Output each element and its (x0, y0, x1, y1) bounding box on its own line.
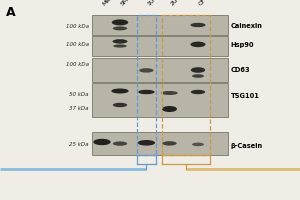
Ellipse shape (113, 103, 127, 107)
Bar (162, 15, 210, 155)
Text: 50 kDa: 50 kDa (69, 92, 88, 97)
Ellipse shape (161, 91, 178, 95)
Text: Mw: Mw (102, 0, 113, 7)
Text: 2U: 2U (169, 0, 179, 7)
Text: Hsp90: Hsp90 (230, 42, 254, 48)
Text: 100 kDa: 100 kDa (65, 42, 88, 46)
Ellipse shape (138, 90, 155, 94)
Text: CD63: CD63 (230, 67, 250, 73)
Text: SM: SM (120, 0, 130, 7)
Ellipse shape (162, 141, 177, 146)
Ellipse shape (113, 26, 127, 30)
Ellipse shape (138, 140, 155, 146)
Text: 1U: 1U (146, 0, 156, 7)
Bar (92, 58, 228, 82)
Text: 37 kDa: 37 kDa (69, 106, 88, 112)
Text: 100 kDa: 100 kDa (65, 62, 88, 66)
Ellipse shape (139, 68, 154, 73)
Text: 100 kDa: 100 kDa (65, 23, 88, 28)
Text: β-Casein: β-Casein (230, 143, 262, 149)
Text: 25 kDa: 25 kDa (69, 142, 88, 147)
Ellipse shape (112, 39, 128, 44)
Bar (92, 36, 228, 56)
Ellipse shape (191, 67, 205, 73)
Bar (136, 15, 156, 155)
Bar (92, 83, 228, 117)
Text: CF: CF (198, 0, 207, 7)
Text: A: A (6, 6, 16, 19)
Ellipse shape (192, 74, 204, 78)
Bar (92, 132, 228, 155)
Ellipse shape (191, 90, 205, 94)
Bar (92, 15, 228, 35)
Ellipse shape (113, 44, 127, 48)
Ellipse shape (162, 106, 177, 112)
Ellipse shape (93, 139, 111, 145)
Ellipse shape (112, 19, 128, 25)
Ellipse shape (190, 23, 206, 27)
Text: TSG101: TSG101 (230, 93, 259, 99)
Ellipse shape (111, 88, 129, 93)
Ellipse shape (190, 42, 206, 47)
Text: Calnexin: Calnexin (230, 23, 262, 29)
Ellipse shape (192, 143, 204, 146)
Ellipse shape (113, 141, 127, 146)
